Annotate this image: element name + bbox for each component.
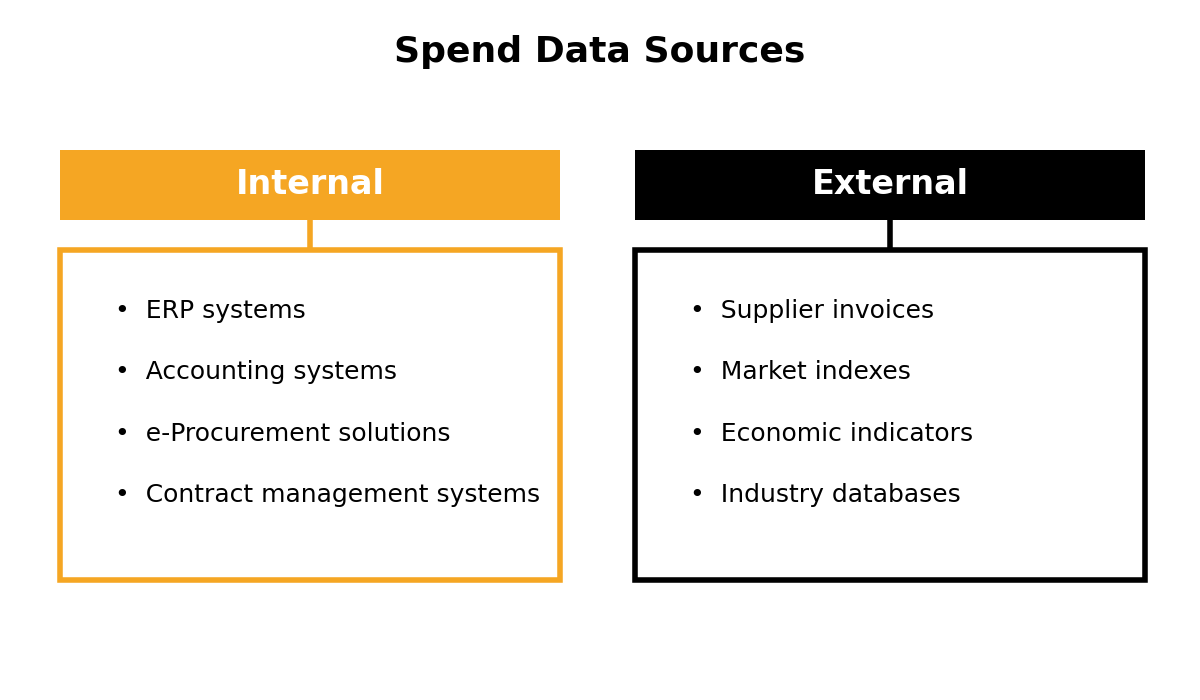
Text: •  Economic indicators: • Economic indicators [690,421,973,446]
Text: •  Contract management systems: • Contract management systems [115,483,540,507]
Bar [60,250,560,580]
Text: •  Accounting systems: • Accounting systems [115,360,397,384]
Text: •  Supplier invoices: • Supplier invoices [690,299,934,323]
Text: •  Industry databases: • Industry databases [690,483,961,507]
Bar [60,150,560,220]
Text: External: External [811,169,968,202]
Text: Spend Data Sources: Spend Data Sources [395,35,805,69]
Text: Internal: Internal [235,169,384,202]
Text: •  e-Procurement solutions: • e-Procurement solutions [115,421,450,446]
Text: •  Market indexes: • Market indexes [690,360,911,384]
Bar [635,150,1145,220]
Text: •  ERP systems: • ERP systems [115,299,306,323]
Bar [635,250,1145,580]
